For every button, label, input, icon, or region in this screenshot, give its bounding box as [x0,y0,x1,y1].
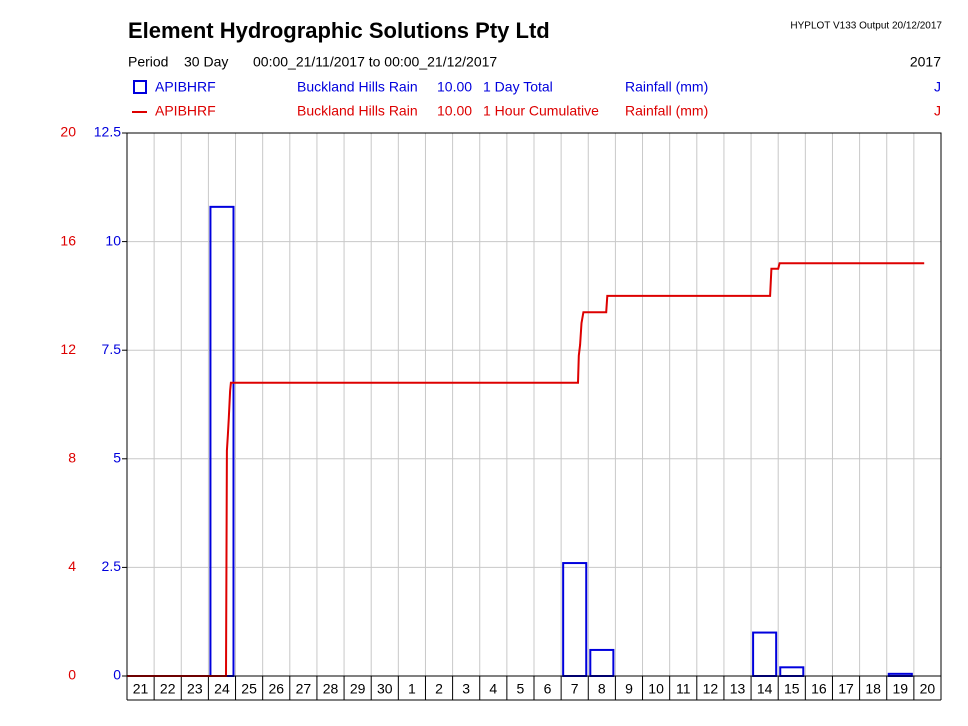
x-tick-label: 29 [350,681,366,697]
y-tick-label: 12.5 [94,124,121,140]
x-tick-label: 26 [268,681,284,697]
period-label: Period [128,54,168,70]
x-tick-label: 9 [625,681,633,697]
legend-name: APIBHRF [155,79,216,95]
x-tick-label: 11 [676,681,691,697]
legend-interval: 10.00 [437,79,472,95]
x-tick-label: 19 [893,681,909,697]
y2-tick-label: 12 [60,341,76,357]
cumulative-line [127,262,925,677]
title: Element Hydrographic Solutions Pty Ltd [128,18,550,43]
legend-name: APIBHRF [155,103,216,119]
x-tick-label: 5 [517,681,525,697]
bar [752,631,778,677]
y2-tick-label: 0 [68,667,76,683]
x-tick-label: 24 [214,681,230,697]
x-tick-label: 4 [489,681,497,697]
x-tick-label: 7 [571,681,579,697]
y2-tick-label: 20 [60,124,76,140]
x-tick-label: 22 [160,681,176,697]
plot-frame [126,132,942,677]
y2-tick-label: 16 [60,232,76,248]
y-tick-label: 7.5 [102,341,122,357]
legend-site: Buckland Hills Rain [297,103,418,119]
bar [209,205,235,678]
bar [779,666,805,678]
bar [589,648,615,677]
legend-variable: Rainfall (mm) [625,103,708,119]
legend-variable: Rainfall (mm) [625,79,708,95]
x-tick-label: 20 [920,681,936,697]
legend-interval: 10.00 [437,103,472,119]
y-tick-label: 5 [113,450,121,466]
x-tick-label: 21 [133,681,149,697]
x-tick-label: 25 [241,681,257,697]
x-tick-label: 6 [544,681,552,697]
program: HYPLOT V133 Output 20/12/2017 [790,21,942,32]
x-tick-label: 8 [598,681,606,697]
y-tick-label: 2.5 [102,558,122,574]
x-tick-label: 30 [377,681,393,697]
y-tick-label: 0 [113,667,121,683]
x-tick-label: 3 [462,681,470,697]
x-tick-label: 27 [296,681,312,697]
legend-kind: 1 Hour Cumulative [483,103,599,119]
period: 30 Day [184,54,228,70]
legend-flag: J [934,103,941,119]
legend-kind: 1 Day Total [483,79,553,95]
x-tick-label: 10 [648,681,664,697]
x-tick-label: 2 [435,681,443,697]
x-tick-label: 28 [323,681,339,697]
y2-tick-label: 4 [68,558,76,574]
y2-tick-label: 8 [68,450,76,466]
range: 00:00_21/11/2017 to 00:00_21/12/2017 [253,54,497,70]
legend-flag: J [934,79,941,95]
x-tick-label: 12 [703,681,719,697]
x-tick-label: 23 [187,681,203,697]
x-tick-label: 17 [838,681,854,697]
x-tick-label: 13 [730,681,746,697]
y-tick-label: 10 [105,232,121,248]
x-tick-label: 1 [408,681,416,697]
legend-site: Buckland Hills Rain [297,79,418,95]
year: 2017 [910,54,941,70]
legend-icon [133,80,147,94]
x-tick-label: 14 [757,681,773,697]
bar [562,562,588,678]
x-tick-label: 15 [784,681,800,697]
x-tick-label: 18 [865,681,881,697]
x-tick-label: 16 [811,681,827,697]
